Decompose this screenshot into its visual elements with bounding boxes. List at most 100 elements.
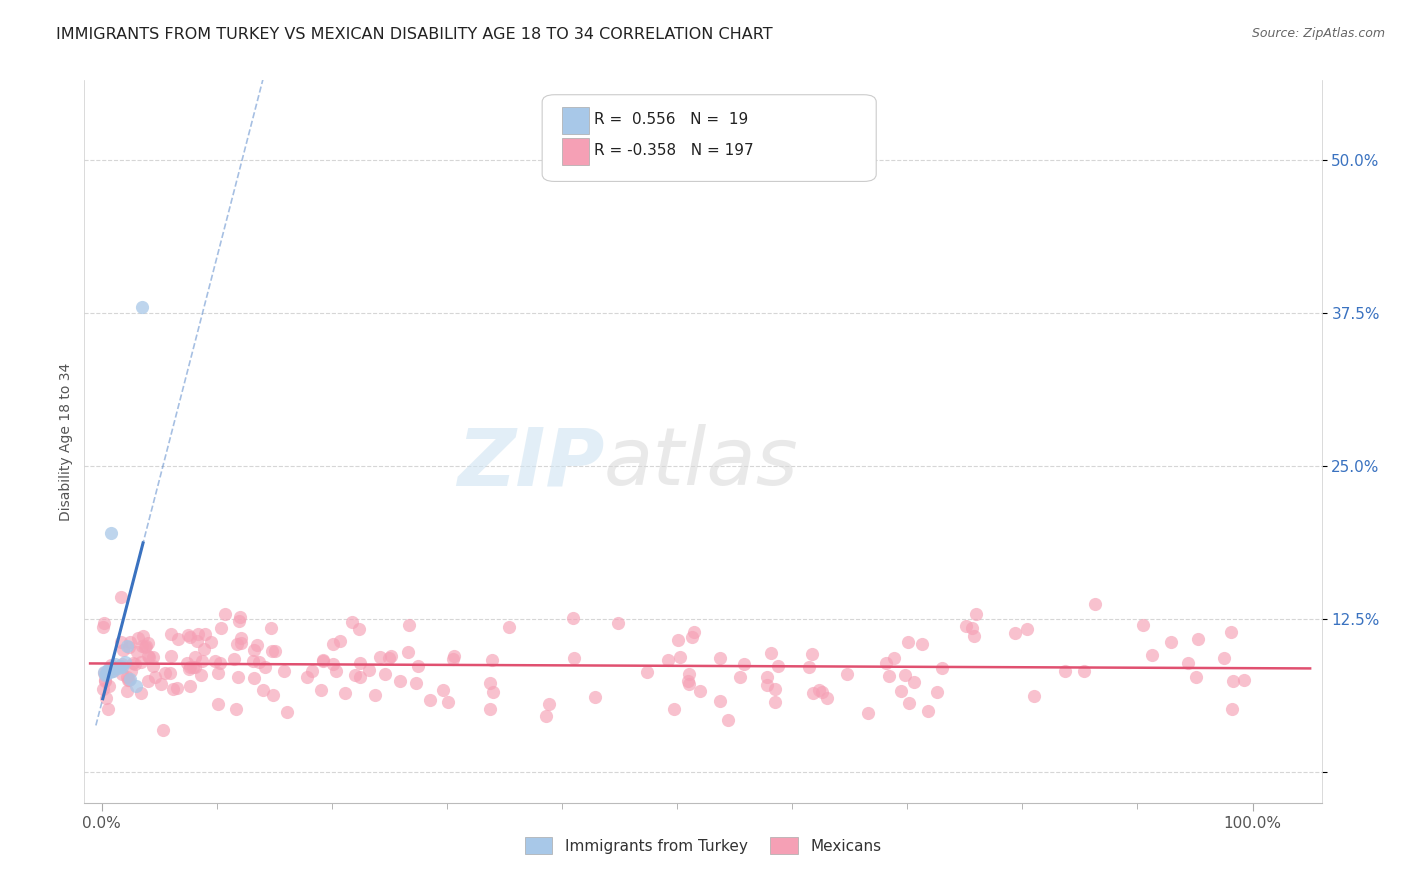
Point — [100, 526, 122, 541]
Point — [1187, 632, 1209, 647]
Point — [406, 659, 429, 673]
Point — [138, 649, 160, 664]
Point — [498, 620, 520, 634]
Point — [1084, 597, 1107, 611]
Point — [801, 647, 824, 661]
Point — [322, 657, 344, 672]
Point — [194, 627, 217, 641]
Point — [536, 708, 558, 723]
Point — [562, 650, 585, 665]
Point — [890, 684, 912, 698]
Point — [179, 663, 201, 677]
Point — [225, 702, 247, 716]
Point — [419, 693, 441, 707]
Point — [898, 696, 921, 710]
Point — [214, 607, 236, 621]
Point — [101, 664, 124, 678]
Point — [1073, 664, 1095, 678]
Point — [432, 683, 454, 698]
Point — [93, 665, 115, 679]
Point — [93, 681, 115, 696]
Point — [97, 661, 120, 675]
Point — [229, 636, 252, 650]
Point — [897, 635, 920, 649]
Point — [877, 669, 900, 683]
Point — [678, 677, 700, 691]
Point — [1160, 635, 1182, 649]
Point — [763, 695, 786, 709]
Point — [143, 670, 166, 684]
Point — [96, 664, 118, 678]
Point — [763, 681, 786, 696]
Point — [142, 659, 165, 673]
Point — [93, 615, 115, 630]
Point — [111, 642, 134, 657]
Point — [160, 649, 183, 664]
Point — [242, 671, 264, 685]
Point — [875, 656, 897, 670]
Point — [110, 590, 132, 604]
Point — [437, 695, 460, 709]
Point — [179, 660, 201, 674]
Point — [129, 685, 152, 699]
Point — [252, 682, 274, 697]
Point — [761, 647, 783, 661]
Point — [364, 688, 387, 702]
Point — [668, 633, 690, 648]
Point — [150, 677, 173, 691]
Point — [204, 655, 226, 669]
Point — [183, 660, 205, 674]
Point — [228, 615, 250, 629]
Point — [678, 667, 700, 681]
Point — [254, 660, 277, 674]
Point — [662, 702, 685, 716]
Point — [349, 656, 371, 670]
Point — [1220, 702, 1243, 716]
Point — [100, 657, 122, 672]
Point — [104, 657, 127, 672]
Point — [441, 652, 464, 666]
Point — [108, 658, 131, 673]
Point — [730, 670, 752, 684]
Point — [96, 667, 118, 681]
Text: Source: ZipAtlas.com: Source: ZipAtlas.com — [1251, 27, 1385, 40]
Point — [963, 630, 986, 644]
Point — [162, 681, 184, 696]
Point — [607, 616, 630, 631]
Point — [682, 624, 704, 639]
Point — [96, 691, 118, 706]
Point — [103, 660, 125, 674]
Point — [226, 637, 249, 651]
Legend: Immigrants from Turkey, Mexicans: Immigrants from Turkey, Mexicans — [519, 831, 887, 860]
Text: IMMIGRANTS FROM TURKEY VS MEXICAN DISABILITY AGE 18 TO 34 CORRELATION CHART: IMMIGRANTS FROM TURKEY VS MEXICAN DISABI… — [56, 27, 773, 42]
Point — [127, 644, 149, 658]
Point — [312, 654, 335, 668]
Point — [110, 635, 132, 649]
Point — [733, 657, 755, 671]
Point — [124, 657, 146, 672]
Point — [121, 656, 143, 670]
Point — [349, 622, 371, 636]
Point — [184, 649, 207, 664]
FancyBboxPatch shape — [543, 95, 876, 181]
Point — [340, 615, 363, 629]
Point — [756, 669, 779, 683]
Point — [273, 664, 295, 678]
Text: atlas: atlas — [605, 425, 799, 502]
Point — [965, 607, 987, 622]
Point — [349, 670, 371, 684]
Point — [115, 684, 138, 698]
Point — [135, 639, 157, 653]
Point — [276, 705, 298, 719]
Point — [228, 609, 250, 624]
Point — [166, 632, 188, 646]
Point — [97, 680, 120, 694]
Point — [125, 680, 148, 694]
Point — [207, 665, 229, 680]
Point — [259, 620, 281, 634]
Text: R = -0.358   N = 197: R = -0.358 N = 197 — [595, 143, 754, 158]
Point — [111, 660, 134, 674]
Point — [405, 676, 427, 690]
Point — [97, 702, 120, 716]
Point — [207, 697, 229, 711]
